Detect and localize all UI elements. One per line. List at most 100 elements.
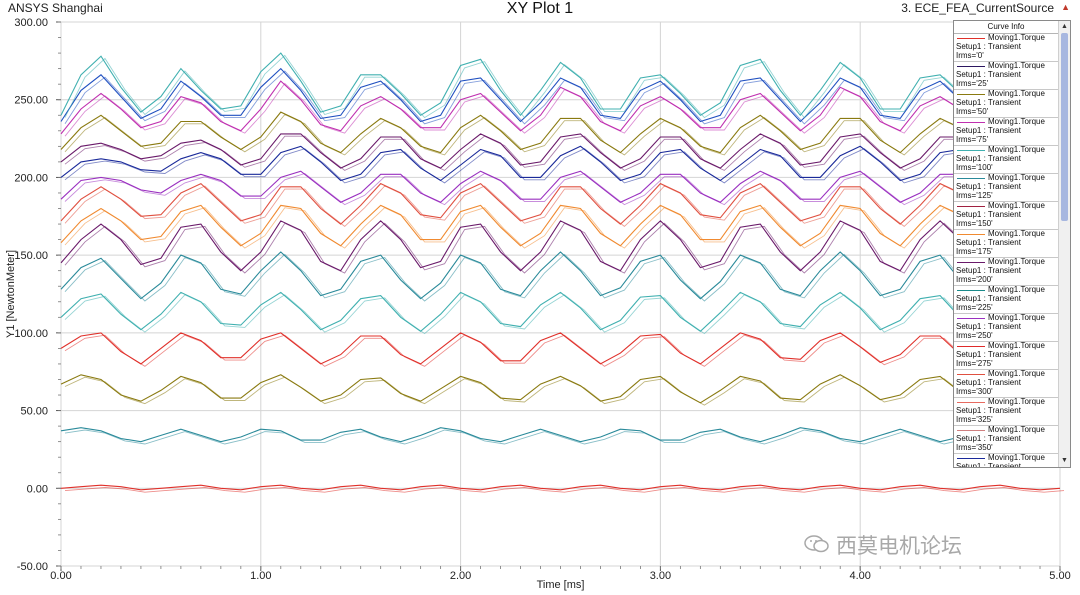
legend-text: Moving1.Torque	[988, 397, 1045, 406]
legend-text: Moving1.Torque	[988, 33, 1045, 42]
series-line-alt-2	[64, 376, 1065, 406]
series-line-alt-0	[64, 487, 1065, 493]
legend-item[interactable]: Moving1.Torque Setup1 : Transient Irms='35…	[954, 426, 1058, 454]
legend-text: Setup1 : Transient	[956, 294, 1021, 303]
y-tick-label: 100.00	[14, 328, 48, 340]
series-line-alt-6	[64, 222, 1065, 274]
scroll-down-icon[interactable]: ▼	[1061, 457, 1068, 464]
plot-title: XY Plot 1	[506, 0, 574, 17]
legend-swatch	[957, 318, 985, 319]
series-line-alt-12	[64, 113, 1065, 156]
legend-item[interactable]: Moving1.Torque Setup1 : Transient Irms='22…	[954, 286, 1058, 314]
legend-text: Setup1 : Transient	[956, 322, 1021, 331]
legend-text: Moving1.Torque	[988, 61, 1045, 70]
legend-item[interactable]: Moving1.Torque Setup1 : Transient Irms='15…	[954, 202, 1058, 230]
legend-text: Moving1.Torque	[988, 257, 1045, 266]
x-tick-label: 1.00	[250, 570, 271, 582]
legend-item[interactable]: Moving1.Torque Setup1 : Transient Irms='25…	[954, 314, 1058, 342]
y-tick-label: 150.00	[14, 250, 48, 262]
series-line-alt-7	[64, 207, 1065, 249]
legend-text: Setup1 : Transient	[956, 378, 1021, 387]
legend-swatch	[957, 178, 985, 179]
legend-swatch	[957, 122, 985, 123]
legend-text: Irms='275'	[956, 359, 993, 368]
y-tick-label: 0.00	[27, 483, 48, 495]
legend-text: Moving1.Torque	[988, 145, 1045, 154]
y-axis-label: Y1 [NewtonMeter]	[5, 250, 17, 338]
legend-text: Setup1 : Transient	[956, 98, 1021, 107]
legend-item[interactable]: Moving1.Torque Setup1 : Transient Irms='17…	[954, 230, 1058, 258]
scroll-up-icon[interactable]: ▲	[1061, 23, 1068, 30]
legend-text: Moving1.Torque	[988, 173, 1045, 182]
legend-text: Moving1.Torque	[988, 369, 1045, 378]
legend-item[interactable]: Moving1.Torque Setup1 : Transient Irms='32…	[954, 398, 1058, 426]
legend-text: Moving1.Torque	[988, 313, 1045, 322]
legend-text: Moving1.Torque	[988, 117, 1045, 126]
legend-item[interactable]: Moving1.Torque Setup1 : Transient Irms='12…	[954, 174, 1058, 202]
series-line-2	[60, 374, 1061, 404]
plot-area	[60, 21, 1061, 567]
series-line-15	[60, 52, 1061, 117]
legend-text: Irms='25'	[956, 79, 989, 88]
series-line-alt-11	[64, 135, 1065, 171]
legend-swatch	[957, 458, 985, 459]
series-line-alt-3	[64, 334, 1065, 367]
legend-swatch	[957, 290, 985, 291]
series-line-3	[60, 332, 1061, 365]
legend-item[interactable]: Moving1.Torque Setup1 : Transient Irms='10…	[954, 146, 1058, 174]
x-axis-label: Time [ms]	[537, 579, 585, 591]
x-tick-label: 4.00	[849, 570, 870, 582]
legend-text: Irms='250'	[956, 331, 993, 340]
series-line-alt-4	[64, 294, 1065, 335]
legend-text: Moving1.Torque	[988, 201, 1045, 210]
tick-labels: -50.000.0050.00100.00150.00200.00250.003…	[14, 17, 1070, 582]
legend-text: Irms='300'	[956, 387, 993, 396]
series-line-alt-8	[64, 185, 1065, 227]
legend-swatch	[957, 346, 985, 347]
legend-text: Moving1.Torque	[988, 89, 1045, 98]
legend-text: Setup1 : Transient	[956, 350, 1021, 359]
wechat-icon	[804, 535, 829, 553]
series-line-14	[60, 67, 1061, 123]
legend-text: Setup1 : Transient	[956, 182, 1021, 191]
legend-item[interactable]: Moving1.Torque Setup1 : Transient Irms='20…	[954, 258, 1058, 286]
series-line-11	[60, 133, 1061, 169]
legend-text: Irms='0'	[956, 51, 984, 60]
legend-text: Irms='100'	[956, 163, 993, 172]
y-tick-label: 200.00	[14, 172, 48, 184]
legend-text: Setup1 : Transient	[956, 70, 1021, 79]
legend-text: Moving1.Torque	[988, 453, 1045, 462]
legend-text: Setup1 : Transient	[956, 126, 1021, 135]
legend-item[interactable]: Moving1.Torque Setup1 : Transient Irms='30…	[954, 370, 1058, 398]
curve-info-legend[interactable]: Curve Info Moving1.Torque Setup1 : Transi…	[953, 20, 1071, 468]
legend-item[interactable]: Moving1.Torque Setup1 : Transient	[954, 454, 1058, 468]
plot-series	[60, 52, 1065, 493]
x-tick-label: 0.00	[50, 570, 71, 582]
legend-item[interactable]: Moving1.Torque Setup1 : Transient Irms='0'	[954, 34, 1058, 62]
legend-text: Irms='325'	[956, 415, 993, 424]
legend-item[interactable]: Moving1.Torque Setup1 : Transient Irms='27…	[954, 342, 1058, 370]
legend-text: Setup1 : Transient	[956, 238, 1021, 247]
legend-item[interactable]: Moving1.Torque Setup1 : Transient Irms='50…	[954, 90, 1058, 118]
legend-item[interactable]: Moving1.Torque Setup1 : Transient Irms='25…	[954, 62, 1058, 90]
legend-scrollbar[interactable]: ▲ ▼	[1058, 21, 1070, 467]
x-tick-label: 3.00	[650, 570, 671, 582]
legend-item[interactable]: Moving1.Torque Setup1 : Transient Irms='75…	[954, 118, 1058, 146]
series-line-alt-10	[64, 148, 1065, 184]
legend-text: Setup1 : Transient	[956, 42, 1021, 51]
legend-text: Moving1.Torque	[988, 341, 1045, 350]
legend-text: Irms='200'	[956, 275, 993, 284]
series-line-5	[60, 251, 1061, 300]
legend-text: Setup1 : Transient	[956, 210, 1021, 219]
legend-swatch	[957, 430, 985, 431]
legend-text: Setup1 : Transient	[956, 406, 1021, 415]
legend-text: Setup1 : Transient	[956, 462, 1021, 468]
legend-text: Irms='225'	[956, 303, 993, 312]
project-label: 3. ECE_FEA_CurrentSource	[901, 1, 1054, 15]
legend-text: Irms='150'	[956, 219, 993, 228]
series-line-10	[60, 145, 1061, 182]
scroll-thumb[interactable]	[1061, 33, 1068, 221]
collapse-arrow-icon[interactable]: ▲	[1061, 2, 1070, 12]
series-line-1	[60, 427, 1061, 443]
